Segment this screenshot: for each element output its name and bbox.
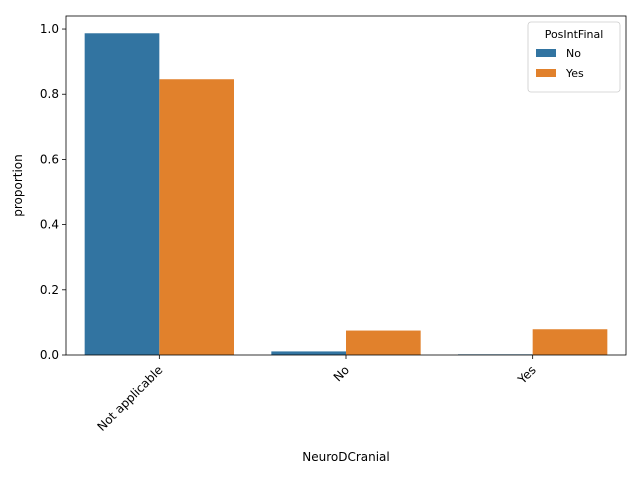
legend-label-yes: Yes bbox=[565, 67, 584, 80]
legend-swatch-yes bbox=[536, 69, 556, 77]
legend-swatch-no bbox=[536, 49, 556, 57]
legend-items: No Yes bbox=[536, 47, 584, 80]
legend: PosIntFinal No Yes bbox=[527, 21, 621, 93]
x-tick-label: No bbox=[331, 363, 352, 384]
x-tick-label: Not applicable bbox=[94, 363, 165, 434]
y-tick-label: 0.8 bbox=[40, 87, 59, 101]
bar-not-applicable-yes bbox=[159, 79, 234, 355]
bar-not-applicable-no bbox=[84, 33, 160, 355]
y-tick-label: 0.0 bbox=[40, 348, 59, 362]
y-tick-label: 0.6 bbox=[40, 152, 59, 166]
legend-title: PosIntFinal bbox=[545, 28, 604, 41]
bar-no-no bbox=[271, 351, 346, 355]
bars-group bbox=[84, 33, 608, 355]
y-tick-label: 0.4 bbox=[40, 218, 59, 232]
legend-label-no: No bbox=[566, 47, 581, 60]
y-tick-label: 1.0 bbox=[40, 22, 59, 36]
x-tick-label: Yes bbox=[514, 363, 538, 387]
y-tick-label: 0.2 bbox=[40, 283, 59, 297]
bar-yes-yes bbox=[532, 329, 608, 355]
bar-no-yes bbox=[346, 330, 421, 355]
x-axis-label: NeuroDCranial bbox=[302, 450, 390, 464]
y-axis-label: proportion bbox=[11, 154, 25, 217]
